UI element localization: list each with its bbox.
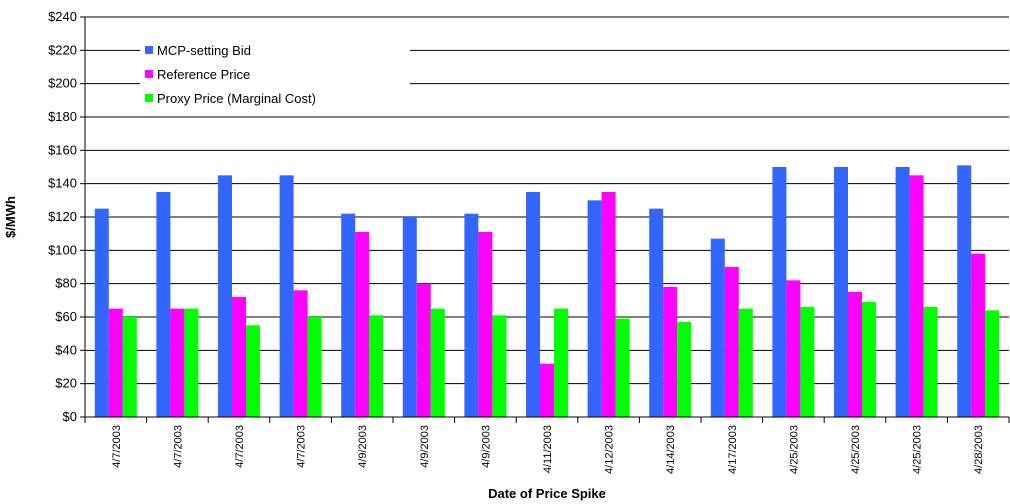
bar <box>94 208 109 417</box>
legend-swatch <box>145 94 153 102</box>
x-tick-label: 4/7/2003 <box>111 425 123 468</box>
x-tick-label: 4/7/2003 <box>172 425 184 468</box>
bar <box>724 267 739 417</box>
bar <box>293 290 308 417</box>
bar <box>355 232 370 417</box>
y-tick-label: $100 <box>48 242 77 257</box>
bar <box>170 308 185 417</box>
bar <box>184 308 199 417</box>
y-tick-label: $20 <box>55 376 77 391</box>
bar <box>402 217 417 417</box>
bar <box>554 308 568 417</box>
y-tick-label: $240 <box>48 9 77 24</box>
bar <box>369 315 384 417</box>
x-tick-label: 4/25/2003 <box>788 425 800 474</box>
bar <box>710 238 725 417</box>
legend-label: Reference Price <box>157 67 250 82</box>
y-tick-label: $200 <box>48 76 77 91</box>
bar <box>649 208 664 417</box>
x-tick-label: 4/9/2003 <box>480 425 492 468</box>
bar <box>663 287 678 417</box>
y-tick-label: $120 <box>48 209 77 224</box>
x-axis-label: Date of Price Spike <box>488 486 606 501</box>
legend-swatch <box>145 46 153 54</box>
bar <box>957 165 972 417</box>
x-tick-label: 4/28/2003 <box>973 425 985 474</box>
bar <box>862 302 876 417</box>
x-tick-label: 4/7/2003 <box>234 425 246 468</box>
y-tick-label: $40 <box>55 342 77 357</box>
bar <box>971 253 986 417</box>
x-tick-label: 4/9/2003 <box>419 425 431 468</box>
legend-label: MCP-setting Bid <box>157 43 251 58</box>
bar <box>307 317 322 417</box>
x-tick-label: 4/7/2003 <box>296 425 308 468</box>
bar <box>416 283 431 417</box>
x-tick-label: 4/12/2003 <box>604 425 616 474</box>
y-tick-label: $160 <box>48 142 77 157</box>
bar <box>341 213 356 417</box>
y-tick-label: $60 <box>55 309 77 324</box>
bar <box>834 167 848 417</box>
legend-box <box>140 38 410 110</box>
bar <box>478 232 493 417</box>
bar <box>279 175 294 417</box>
bar <box>985 310 1000 417</box>
bar <box>156 192 171 417</box>
bar <box>108 308 123 417</box>
bar <box>601 192 616 417</box>
bar <box>895 167 910 417</box>
x-tick-label: 4/25/2003 <box>850 425 862 474</box>
bar <box>492 315 507 417</box>
bar <box>232 297 246 417</box>
bar <box>772 167 787 417</box>
bar <box>786 280 801 417</box>
bar <box>909 175 924 417</box>
y-tick-label: $140 <box>48 176 77 191</box>
y-tick-label: $80 <box>55 276 77 291</box>
y-tick-label: $220 <box>48 42 77 57</box>
bar <box>218 175 232 417</box>
bar <box>122 317 137 417</box>
bar <box>526 192 540 417</box>
y-tick-label: $0 <box>63 409 77 424</box>
bar <box>430 308 445 417</box>
x-tick-label: 4/17/2003 <box>727 425 739 474</box>
x-tick-label: 4/25/2003 <box>912 425 924 474</box>
bar <box>464 213 479 417</box>
y-tick-label: $180 <box>48 109 77 124</box>
x-tick-label: 4/9/2003 <box>357 425 369 468</box>
y-axis-label: $/MWh <box>3 196 18 238</box>
bar <box>677 322 692 417</box>
bar <box>246 325 260 417</box>
legend-swatch <box>145 70 153 78</box>
bar <box>738 308 753 417</box>
legend-label: Proxy Price (Marginal Cost) <box>157 91 316 106</box>
x-tick-label: 4/14/2003 <box>665 425 677 474</box>
bar <box>800 307 815 417</box>
bar <box>587 200 602 417</box>
bar <box>540 363 554 417</box>
bar <box>615 318 630 417</box>
x-tick-label: 4/11/2003 <box>542 425 554 473</box>
bar <box>923 307 938 417</box>
bar <box>848 292 862 417</box>
